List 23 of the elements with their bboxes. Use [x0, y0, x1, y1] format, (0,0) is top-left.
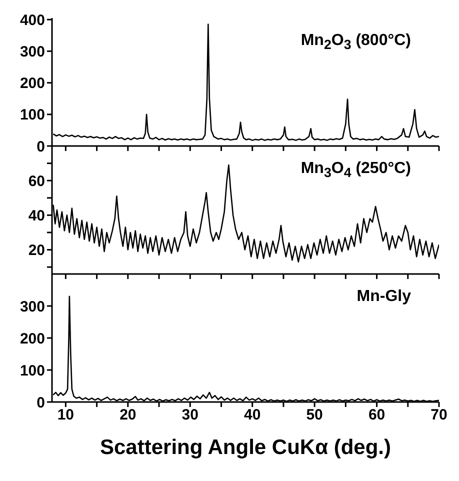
annotation: Mn$_{3}$O$_{4}$ (250°C) [300, 160, 411, 180]
annotation: Mn$_{2}$O$_{3}$ (800°C) [300, 32, 411, 52]
x-tick-label: 70 [430, 406, 448, 424]
x-tick-label: 10 [57, 406, 74, 424]
y-tick-label: 300 [20, 44, 45, 61]
x-tick-label: 20 [120, 406, 136, 424]
y-tick-label: 100 [20, 106, 45, 124]
y-tick-label: 200 [20, 330, 45, 348]
y-tick-label: 300 [20, 298, 45, 316]
x-tick-label: 60 [368, 406, 386, 424]
x-tick-label: 40 [244, 406, 261, 424]
y-tick-label: 0 [36, 394, 45, 412]
x-tick-label: 50 [306, 406, 323, 424]
y-tick-label: 60 [28, 172, 45, 190]
y-tick-label: 400 [20, 12, 45, 29]
y-tick-label: 0 [36, 138, 45, 156]
y-tick-label: 100 [20, 362, 45, 380]
y-tick-label: 20 [28, 242, 45, 260]
x-tick-label: 30 [182, 406, 198, 424]
y-tick-label: 200 [20, 75, 45, 92]
y-tick-label: 40 [28, 208, 45, 225]
annotation: Mn-Gly [356, 288, 411, 306]
x-axis-title: Scattering Angle CuKα (deg.) [100, 436, 391, 459]
